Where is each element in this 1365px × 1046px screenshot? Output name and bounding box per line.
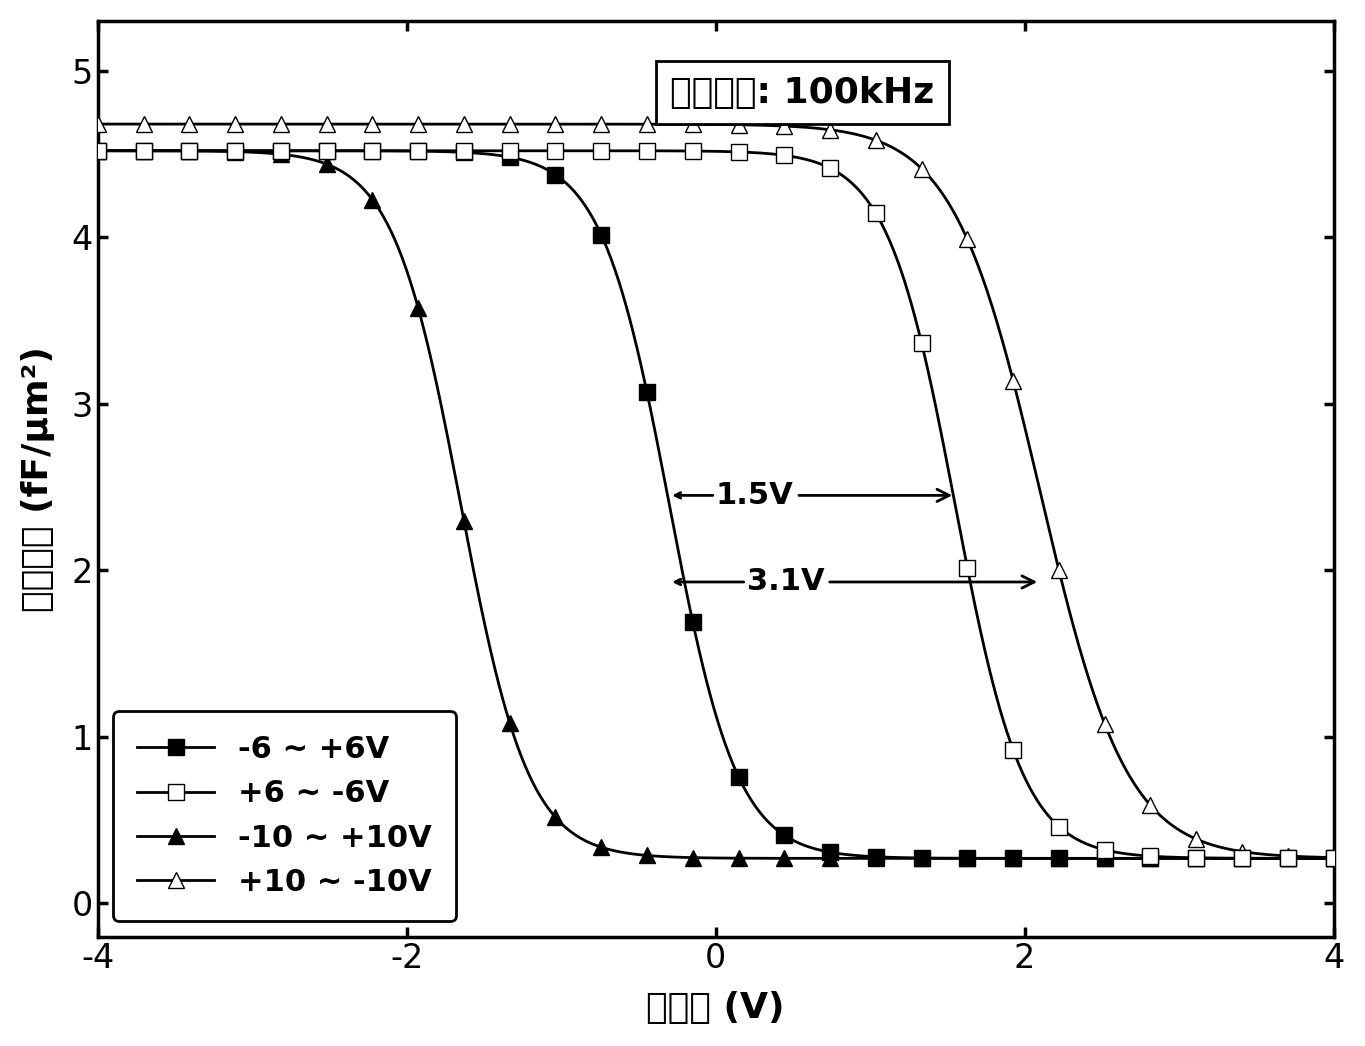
X-axis label: 栅电压 (V): 栅电压 (V) [647,992,785,1025]
Y-axis label: 电容密度 (fF/μm²): 电容密度 (fF/μm²) [20,346,55,612]
Text: 3.1V: 3.1V [747,568,1035,596]
Text: 1.5V: 1.5V [715,481,949,509]
Legend: -6 ~ +6V, +6 ~ -6V, -10 ~ +10V, +10 ~ -10V: -6 ~ +6V, +6 ~ -6V, -10 ~ +10V, +10 ~ -1… [113,710,456,922]
Text: 测试频率: 100kHz: 测试频率: 100kHz [670,75,934,110]
